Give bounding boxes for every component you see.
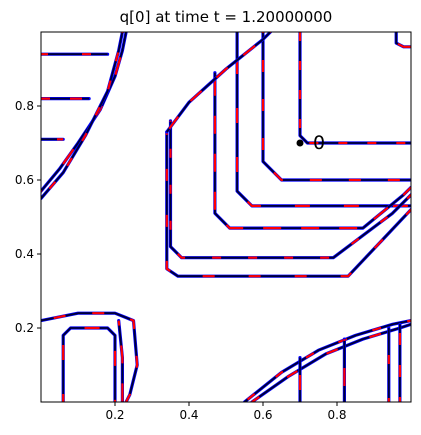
contour-11-overlay: [41, 32, 128, 192]
contour-1: [261, 32, 411, 182]
contour-5: [165, 130, 411, 278]
contour-12-halo: [41, 32, 124, 201]
contour-11: [41, 32, 128, 193]
contour-15: [117, 319, 124, 402]
contour-5-overlay: [165, 131, 411, 278]
contour-12-overlay: [41, 32, 124, 200]
contour-3-overlay: [213, 72, 411, 230]
y-tick-label-3: 0.8: [15, 99, 34, 113]
contour-6-overlay: [165, 32, 272, 133]
contour-0-line: [299, 32, 411, 144]
y-tick-label-1: 0.4: [15, 247, 34, 261]
x-tick-label-1: 0.4: [179, 408, 198, 422]
y-axis: 0.2 0.4 0.6 0.8: [15, 99, 41, 335]
contour-6: [165, 32, 272, 134]
x-tick-label-2: 0.6: [253, 408, 272, 422]
x-tick-label-3: 0.8: [327, 408, 346, 422]
contour-4: [168, 119, 411, 260]
contour-1-overlay: [261, 32, 411, 182]
contour-4-halo: [168, 119, 411, 260]
contour-7: [394, 32, 411, 49]
contour-17-line: [251, 323, 411, 402]
contour-11-halo: [41, 32, 128, 193]
contour-14: [61, 326, 117, 402]
contour-12: [41, 32, 124, 201]
contour-12-line: [41, 32, 124, 200]
contour-3: [213, 71, 411, 230]
y-tick-label-2: 0.6: [15, 173, 34, 187]
contour-2-overlay: [236, 32, 411, 207]
contour-14-line: [62, 327, 116, 402]
contour-4-overlay: [169, 120, 411, 259]
contour-13-overlay: [41, 312, 139, 402]
contour-0: [298, 32, 411, 145]
contour-lines: [41, 32, 411, 402]
contour-13: [41, 311, 139, 402]
contour-2: [235, 32, 411, 208]
contour-5-halo: [165, 130, 411, 278]
contour-16-line: [243, 319, 411, 402]
contour-17: [250, 322, 411, 402]
annotation-marker: [296, 139, 304, 147]
plot-frame: [40, 31, 412, 403]
contour-5-line: [165, 131, 411, 278]
contour-1-halo: [261, 32, 411, 182]
y-tick-label-0: 0.2: [15, 321, 34, 335]
contour-11-line: [41, 32, 127, 192]
contour-7-overlay: [395, 32, 411, 48]
contour-0-halo: [298, 32, 411, 145]
contour-16: [242, 319, 411, 402]
contour-17-halo: [250, 322, 411, 402]
contour-4-line: [169, 120, 411, 259]
contour-1-line: [262, 32, 411, 181]
chart-title: q[0] at time t = 1.20000000: [120, 8, 333, 26]
annotation: 0: [296, 132, 325, 154]
x-axis: 0.2 0.4 0.6 0.8: [105, 402, 347, 422]
contour-0-overlay: [298, 32, 411, 145]
contour-14-halo: [61, 326, 117, 402]
annotation-label: 0: [313, 132, 325, 154]
contour-15-overlay: [117, 320, 124, 402]
x-tick-label-0: 0.2: [105, 408, 124, 422]
contour-17-overlay: [251, 323, 411, 402]
contour-14-overlay: [62, 326, 117, 402]
